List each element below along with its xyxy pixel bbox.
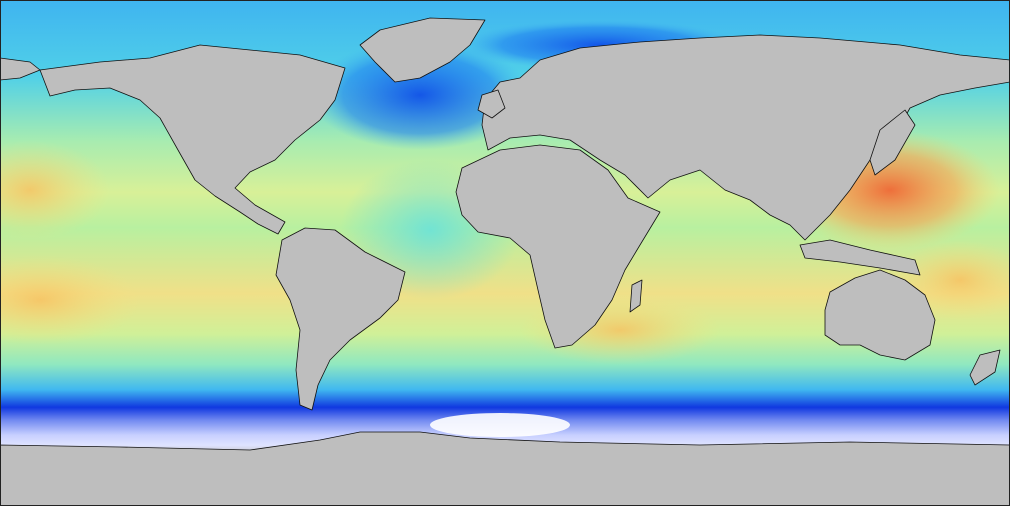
- australia: [824, 269, 936, 361]
- asia-west-edge: [0, 57, 41, 81]
- japan: [869, 109, 916, 176]
- indonesia: [799, 239, 921, 276]
- uk: [477, 89, 506, 119]
- madagascar: [629, 279, 643, 313]
- landmasses: [0, 17, 1010, 506]
- antarctica: [0, 431, 1010, 506]
- new-zealand: [969, 349, 1001, 386]
- cold-region: [310, 40, 530, 150]
- africa: [455, 144, 661, 349]
- greenland: [359, 17, 486, 83]
- south-america: [275, 227, 406, 411]
- eurasia: [481, 34, 1010, 241]
- ice-region: [430, 413, 570, 437]
- warm-region: [0, 255, 140, 345]
- north-america: [39, 44, 346, 235]
- warm-region: [0, 140, 110, 240]
